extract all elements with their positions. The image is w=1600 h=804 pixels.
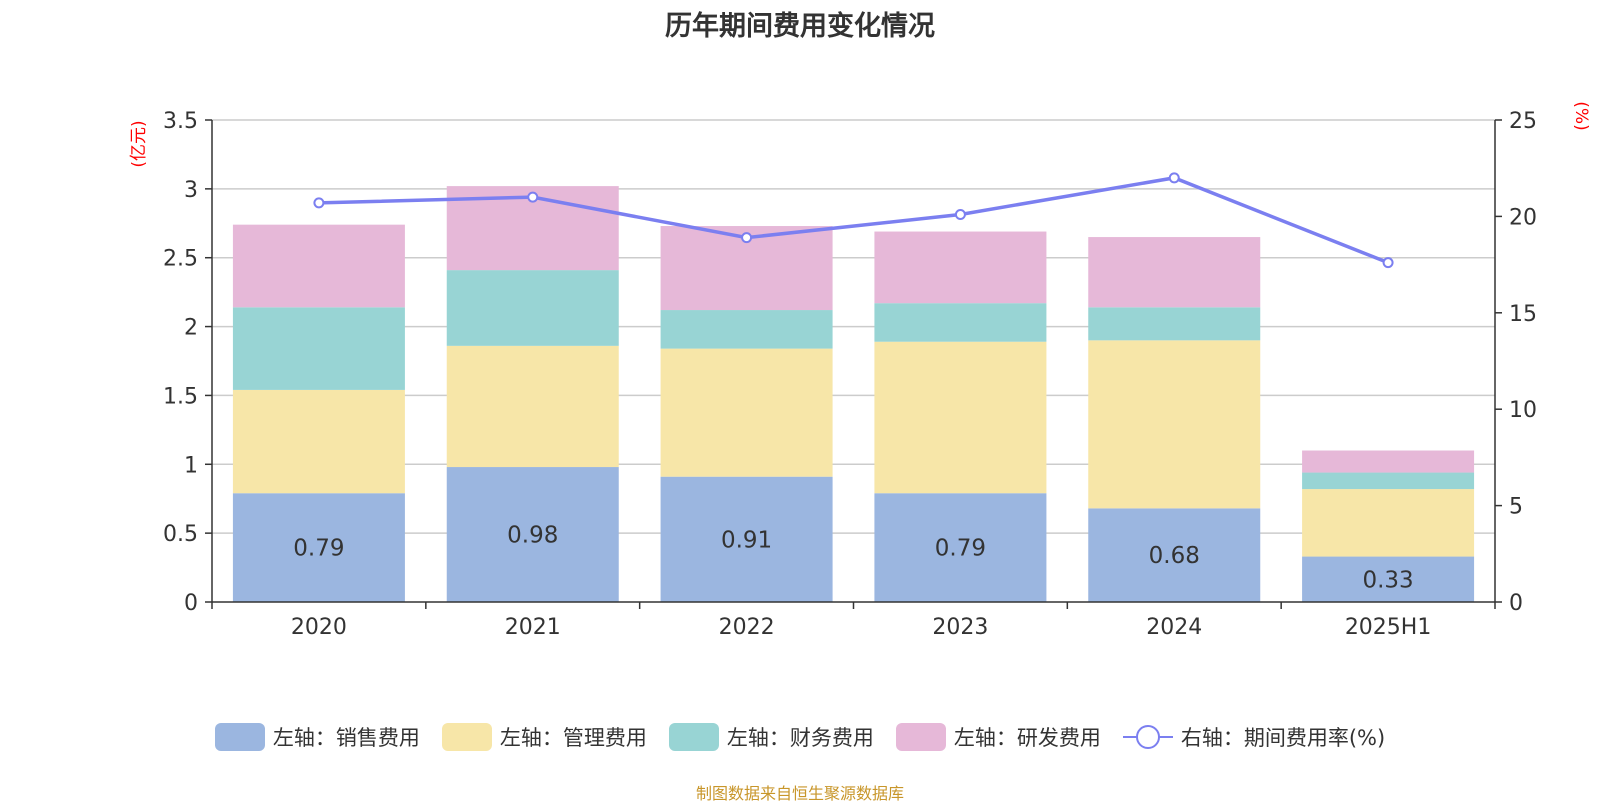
bar-finance-2022 xyxy=(660,310,833,349)
bar-admin-2021 xyxy=(446,345,619,468)
data-label-sales-2025H1: 0.33 xyxy=(1362,567,1413,593)
rate-point-2024 xyxy=(1168,172,1180,184)
bar-rnd-2025H1 xyxy=(1302,450,1475,473)
legend-swatch-rnd xyxy=(895,723,946,751)
x-tick-label: 2023 xyxy=(932,615,988,640)
right-tick-label: 10 xyxy=(1509,398,1537,423)
data-label-sales-2021: 0.98 xyxy=(507,523,558,549)
right-tick-label: 20 xyxy=(1509,205,1537,230)
bar-sales-2025H1 xyxy=(1302,556,1475,602)
bar-sales-2024 xyxy=(1088,508,1261,602)
bar-admin-2024 xyxy=(1088,340,1261,509)
legend: 左轴：销售费用 左轴：管理费用 左轴：财务费用 左轴：研发费用 右轴：期间费用率… xyxy=(0,722,1600,752)
x-tick-label: 2024 xyxy=(1146,615,1202,640)
rate-point-2023 xyxy=(954,208,966,220)
legend-item-finance[interactable]: 左轴：财务费用 xyxy=(668,722,874,752)
left-tick-label: 0.5 xyxy=(163,522,198,547)
bar-admin-2020 xyxy=(232,389,405,494)
legend-swatch-rate xyxy=(1122,723,1173,751)
right-tick-label: 25 xyxy=(1509,109,1537,134)
left-tick-label: 2.5 xyxy=(163,247,198,272)
bar-rnd-2024 xyxy=(1088,237,1261,308)
bar-sales-2021 xyxy=(446,467,619,602)
rate-point-2022 xyxy=(741,232,753,244)
data-label-sales-2020: 0.79 xyxy=(293,536,344,562)
legend-item-rate[interactable]: 右轴：期间费用率(%) xyxy=(1122,722,1386,752)
x-tick-label: 2022 xyxy=(719,615,775,640)
bar-rnd-2023 xyxy=(874,231,1047,304)
legend-swatch-finance xyxy=(668,723,719,751)
chart-title: 历年期间费用变化情况 xyxy=(665,11,935,42)
left-tick-label: 3.5 xyxy=(163,109,198,134)
legend-swatch-admin xyxy=(441,723,492,751)
bar-sales-2022 xyxy=(660,476,833,602)
data-label-sales-2023: 0.79 xyxy=(935,536,986,562)
left-tick-label: 1 xyxy=(184,453,198,478)
legend-label-admin: 左轴：管理费用 xyxy=(499,726,647,750)
legend-label-sales: 左轴：销售费用 xyxy=(272,726,420,750)
data-source-note: 制图数据来自恒生聚源数据库 xyxy=(695,784,904,803)
right-tick-label: 15 xyxy=(1509,302,1537,327)
left-tick-label: 1.5 xyxy=(163,384,198,409)
bar-finance-2025H1 xyxy=(1302,472,1475,490)
right-axis-unit-label: (%) xyxy=(1571,101,1591,130)
legend-label-rate: 右轴：期间费用率(%) xyxy=(1180,726,1386,750)
legend-item-rnd[interactable]: 左轴：研发费用 xyxy=(895,722,1101,752)
bar-admin-2023 xyxy=(874,341,1047,494)
legend-label-finance: 左轴：财务费用 xyxy=(726,726,874,750)
rate-point-2021 xyxy=(527,191,539,203)
legend-item-sales[interactable]: 左轴：销售费用 xyxy=(214,722,420,752)
legend-item-admin[interactable]: 左轴：管理费用 xyxy=(441,722,647,752)
rate-point-2025H1 xyxy=(1382,257,1394,269)
bar-admin-2025H1 xyxy=(1302,489,1475,557)
left-tick-label: 3 xyxy=(184,178,198,203)
bar-sales-2020 xyxy=(232,493,405,602)
x-tick-label: 2020 xyxy=(291,615,347,640)
bar-finance-2024 xyxy=(1088,307,1261,341)
x-tick-label: 2021 xyxy=(505,615,561,640)
rate-line xyxy=(318,176,1389,265)
left-axis-unit-label: (亿元) xyxy=(129,120,149,167)
left-tick-label: 0 xyxy=(184,591,198,616)
bar-finance-2023 xyxy=(874,303,1047,342)
legend-label-rnd: 左轴：研发费用 xyxy=(953,726,1101,750)
x-tick-label: 2025H1 xyxy=(1345,615,1432,640)
bar-rnd-2020 xyxy=(232,224,405,308)
rate-point-2020 xyxy=(313,197,325,209)
bar-sales-2023 xyxy=(874,493,1047,602)
data-label-sales-2022: 0.91 xyxy=(721,527,772,553)
legend-swatch-sales xyxy=(214,723,265,751)
bar-finance-2021 xyxy=(446,270,619,346)
data-label-sales-2024: 0.68 xyxy=(1149,543,1200,569)
bar-finance-2020 xyxy=(232,307,405,390)
bar-admin-2022 xyxy=(660,348,833,477)
right-tick-label: 5 xyxy=(1509,495,1523,520)
right-tick-label: 0 xyxy=(1509,591,1523,616)
left-tick-label: 2 xyxy=(184,316,198,341)
